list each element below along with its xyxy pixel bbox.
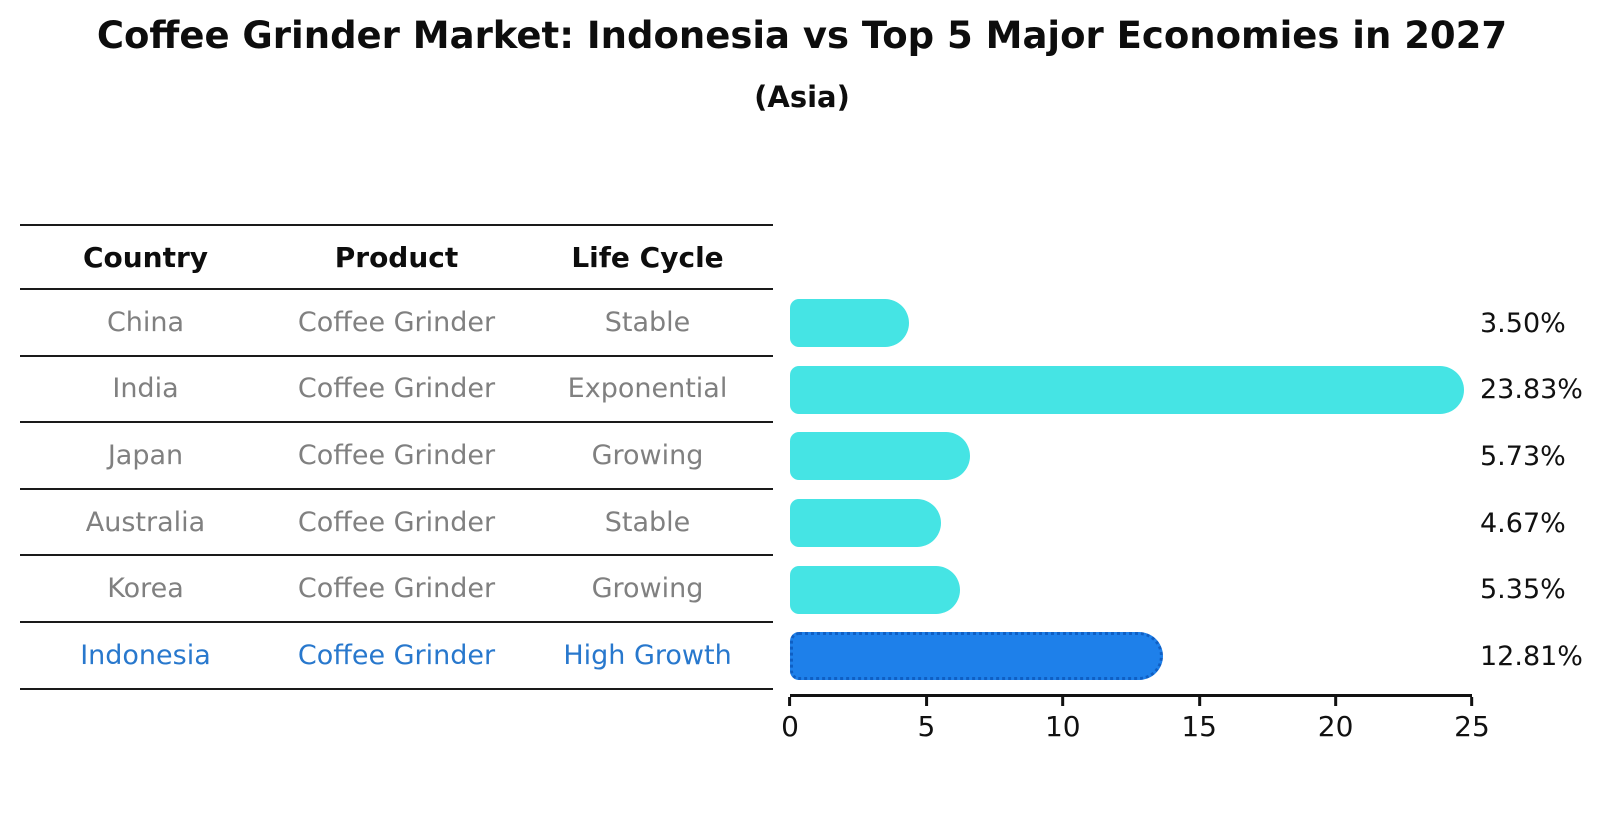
x-axis-line	[790, 694, 1472, 697]
x-tick-label: 20	[1317, 710, 1354, 743]
table-row: India Coffee Grinder Exponential	[20, 357, 773, 424]
x-tick-label: 25	[1454, 710, 1490, 743]
table-row-indonesia: Indonesia Coffee Grinder High Growth	[20, 623, 773, 690]
x-tick-label: 15	[1181, 710, 1218, 743]
cell-life-cycle: Stable	[604, 506, 691, 538]
header-product: Product	[334, 240, 459, 274]
cell-product: Coffee Grinder	[297, 306, 496, 338]
chart-title: Coffee Grinder Market: Indonesia vs Top …	[96, 14, 1508, 57]
bar-row-china	[790, 290, 1472, 357]
value-label-indonesia: 12.81%	[1480, 640, 1583, 672]
cell-country: India	[112, 373, 179, 405]
bar-india	[790, 365, 1465, 414]
x-tick-mark	[1470, 697, 1474, 706]
bar-indonesia	[790, 632, 1164, 681]
value-labels: 3.50% 23.83% 5.73% 4.67% 5.35% 12.81%	[1480, 290, 1604, 690]
table-row: Korea Coffee Grinder Growing	[20, 556, 773, 623]
cell-country: Japan	[107, 439, 184, 471]
x-tick: 10	[1045, 697, 1081, 743]
x-tick-label: 10	[1044, 710, 1081, 743]
value-label-india: 23.83%	[1480, 374, 1583, 406]
cell-product: Coffee Grinder	[297, 373, 496, 405]
x-tick: 5	[917, 697, 935, 743]
cell-country: Australia	[85, 506, 206, 538]
bar-china	[790, 299, 910, 348]
cell-life-cycle: Exponential	[567, 373, 728, 405]
table-row: Australia Coffee Grinder Stable	[20, 490, 773, 557]
cell-country: Korea	[107, 573, 184, 605]
x-tick-mark	[1334, 697, 1338, 706]
bar-row-indonesia	[790, 623, 1472, 690]
table-row: Japan Coffee Grinder Growing	[20, 423, 773, 490]
cell-product: Coffee Grinder	[297, 573, 496, 605]
x-tick: 0	[781, 697, 799, 743]
table-row: China Coffee Grinder Stable	[20, 290, 773, 357]
cell-country: China	[106, 306, 185, 338]
x-tick-mark	[924, 697, 928, 706]
cell-product: Coffee Grinder	[297, 506, 496, 538]
bar-row-japan	[790, 423, 1472, 490]
value-label-korea: 5.35%	[1480, 574, 1566, 606]
bar-row-australia	[790, 490, 1472, 557]
header-life-cycle: Life Cycle	[571, 240, 724, 274]
x-tick-mark	[1061, 697, 1065, 706]
country-table: Country Product Life Cycle China Coffee …	[20, 224, 773, 690]
cell-life-cycle: Growing	[591, 439, 704, 471]
cell-life-cycle: Stable	[604, 306, 691, 338]
header-country: Country	[82, 240, 209, 274]
value-label-china: 3.50%	[1480, 307, 1566, 339]
bar-korea	[790, 565, 960, 614]
x-tick-mark	[788, 697, 792, 706]
bar-australia	[790, 499, 942, 548]
x-tick: 15	[1181, 697, 1217, 743]
bar-row-india	[790, 357, 1472, 424]
x-tick: 20	[1317, 697, 1354, 743]
cell-life-cycle: Growing	[591, 573, 704, 605]
chart-subtitle: (Asia)	[754, 80, 850, 114]
value-label-japan: 5.73%	[1480, 440, 1566, 472]
bar-chart	[790, 290, 1472, 690]
cell-product: Coffee Grinder	[297, 639, 496, 671]
x-tick-label: 0	[781, 710, 799, 743]
cell-life-cycle: High Growth	[563, 639, 732, 671]
bar-row-korea	[790, 556, 1472, 623]
x-tick: 25	[1454, 697, 1490, 743]
bar-japan	[790, 432, 971, 481]
x-axis: 0 5 10 15 20 25	[781, 694, 1490, 744]
cell-product: Coffee Grinder	[297, 439, 496, 471]
value-label-australia: 4.67%	[1480, 507, 1566, 539]
x-tick-mark	[1197, 697, 1201, 706]
table-header-row: Country Product Life Cycle	[20, 224, 773, 290]
cell-country: Indonesia	[80, 639, 211, 671]
x-tick-label: 5	[917, 710, 936, 743]
